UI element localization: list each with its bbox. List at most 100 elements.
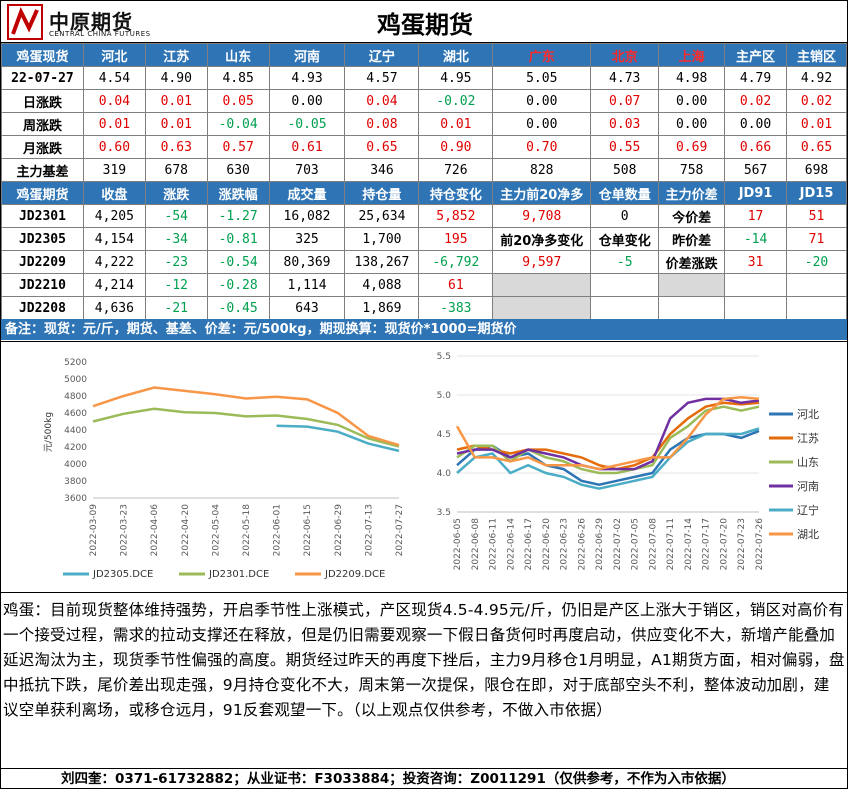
x-tick-label: 2022-04-06 — [150, 504, 160, 557]
empty-cell — [658, 273, 726, 297]
net-long-change-label: 前20净多变化 — [492, 227, 592, 251]
series-line-JD2301.DCE — [92, 407, 400, 448]
futures-header-cell: 持仓变化 — [418, 181, 494, 205]
spot-cell: 4.95 — [418, 66, 494, 90]
y-axis-label: 元/500kg — [44, 412, 54, 452]
empty-cell — [724, 273, 788, 297]
open-interest: 4,088 — [344, 273, 420, 297]
price-change: -34 — [144, 227, 208, 251]
spot-cell: 0.00 — [658, 112, 726, 136]
x-tick-label: 2022-06-17 — [524, 518, 534, 570]
spot-cell: 726 — [418, 158, 494, 182]
spot-cell: 4.54 — [82, 66, 146, 90]
x-tick-label: 2022-07-20 — [719, 518, 729, 571]
spot-header-cell: 江苏 — [144, 43, 208, 67]
spot-cell: 0.55 — [590, 135, 660, 159]
spot-cell: 0.01 — [144, 112, 208, 136]
spot-cell: -0.04 — [206, 112, 270, 136]
spot-cell: 678 — [144, 158, 208, 182]
y-tick-label: 4.0 — [437, 469, 452, 479]
spot-cell: 319 — [82, 158, 146, 182]
futures-header-row: 鸡蛋期货 收盘 涨跌 涨跌幅 成交量 持仓量 持仓变化 主力前20净多 仓单数量… — [1, 181, 847, 205]
spot-cell: 0.00 — [724, 112, 788, 136]
spread-today-jd91: 17 — [724, 204, 788, 228]
spread-change-label: 价差涨跌 — [658, 250, 726, 274]
x-tick-label: 2022-06-01 — [273, 504, 283, 556]
contract-code: JD2301 — [1, 204, 84, 228]
x-tick-label: 2022-05-18 — [242, 504, 252, 557]
contract-code: JD2210 — [1, 273, 84, 297]
spot-cell: 630 — [206, 158, 270, 182]
analyst-footer: 刘四奎：0371-61732882；从业证书：F3033884；投资咨询：Z00… — [1, 768, 847, 789]
spread-change-jd15: -20 — [786, 250, 847, 274]
series-line-山东 — [456, 405, 760, 475]
spot-cell: 0.01 — [786, 112, 847, 136]
spread-change-jd91: 31 — [724, 250, 788, 274]
oi-change: 5,852 — [418, 204, 494, 228]
contract-code: JD2305 — [1, 227, 84, 251]
spot-row-label: 周涨跌 — [1, 112, 84, 136]
close-price: 4,154 — [82, 227, 146, 251]
spot-cell: 0.07 — [590, 89, 660, 113]
spot-price-chart: 3.5 4.0 4.5 5.0 5.5 2022-06-05 2022-06-08 2022-… — [437, 352, 819, 571]
spot-cell: 0.08 — [344, 112, 420, 136]
price-change: -21 — [144, 296, 208, 320]
close-price: 4,636 — [82, 296, 146, 320]
spot-daily-change-row: 日涨跌 0.04 0.01 0.05 0.00 0.04 -0.02 0.00 … — [1, 89, 847, 113]
futures-header-cell: 涨跌 — [144, 181, 208, 205]
spot-header-cell: 广东 — [492, 43, 592, 67]
spread-today-label: 今价差 — [658, 204, 726, 228]
x-tick-label: 2022-07-02 — [613, 518, 623, 570]
legend-label: 辽宁 — [797, 503, 819, 517]
price-change: -23 — [144, 250, 208, 274]
oi-change: -383 — [418, 296, 494, 320]
oi-change: 195 — [418, 227, 494, 251]
receipt-change-label: 仓单变化 — [590, 227, 660, 251]
open-interest: 25,634 — [344, 204, 420, 228]
spot-cell: 0.00 — [658, 89, 726, 113]
y-tick-label: 4000 — [64, 460, 87, 470]
legend-label: 山东 — [797, 456, 819, 469]
futures-row-jd2305: JD2305 4,154 -34 -0.81 325 1,700 195 前20… — [1, 227, 847, 251]
price-change-pct: -0.54 — [206, 250, 270, 274]
spread-today-jd15: 51 — [786, 204, 847, 228]
empty-cell — [786, 296, 847, 320]
spot-cell: 0.04 — [344, 89, 420, 113]
series-line-JD2305.DCE — [276, 424, 400, 453]
futures-header-cell: 主力前20净多 — [492, 181, 592, 205]
y-tick-label: 4.5 — [437, 430, 451, 440]
spot-monthly-change-row: 月涨跌 0.60 0.63 0.57 0.61 0.65 0.90 0.70 0… — [1, 135, 847, 159]
y-tick-label: 3800 — [64, 477, 87, 487]
x-tick-label: 2022-07-14 — [684, 518, 694, 571]
futures-header-cell: 持仓量 — [344, 181, 420, 205]
legend-label: 河南 — [797, 480, 819, 493]
x-tick-label: 2022-07-26 — [755, 518, 765, 571]
futures-header-cell: 成交量 — [268, 181, 346, 205]
y-tick-label: 5.5 — [437, 352, 451, 362]
price-change-pct: -0.81 — [206, 227, 270, 251]
series-line-河南 — [456, 397, 760, 471]
spot-cell: 0.00 — [268, 89, 346, 113]
spot-row-label: 主力基差 — [1, 158, 84, 182]
spot-cell: 0.61 — [268, 135, 346, 159]
contract-code: JD2209 — [1, 250, 84, 274]
futures-header-cell: 主力价差 — [658, 181, 726, 205]
report-header: 中原期货 CENTRAL CHINA FUTURES 鸡蛋期货 — [1, 1, 847, 43]
spot-cell: 0.65 — [344, 135, 420, 159]
spot-cell: 0.00 — [492, 89, 592, 113]
spot-cell: 0.63 — [144, 135, 208, 159]
spot-cell: 0.02 — [724, 89, 788, 113]
volume: 1,114 — [268, 273, 346, 297]
legend-label: JD2305.DCE — [92, 569, 153, 580]
data-table: 鸡蛋现货 河北 江苏 山东 河南 辽宁 湖北 广东 北京 上海 主产区 主销区 … — [1, 43, 847, 320]
price-change-pct: -0.28 — [206, 273, 270, 297]
series-line-湖北 — [455, 396, 760, 471]
spot-basis-row: 主力基差 319 678 630 703 346 726 828 508 758… — [1, 158, 847, 182]
x-tick-label: 2022-03-23 — [120, 504, 130, 556]
y-tick-label: 4200 — [64, 443, 87, 453]
logo-english-text: CENTRAL CHINA FUTURES — [49, 30, 151, 38]
x-tick-label: 2022-06-23 — [560, 518, 570, 570]
spot-row-label: 22-07-27 — [1, 66, 84, 90]
legend-label: 湖北 — [797, 528, 819, 541]
